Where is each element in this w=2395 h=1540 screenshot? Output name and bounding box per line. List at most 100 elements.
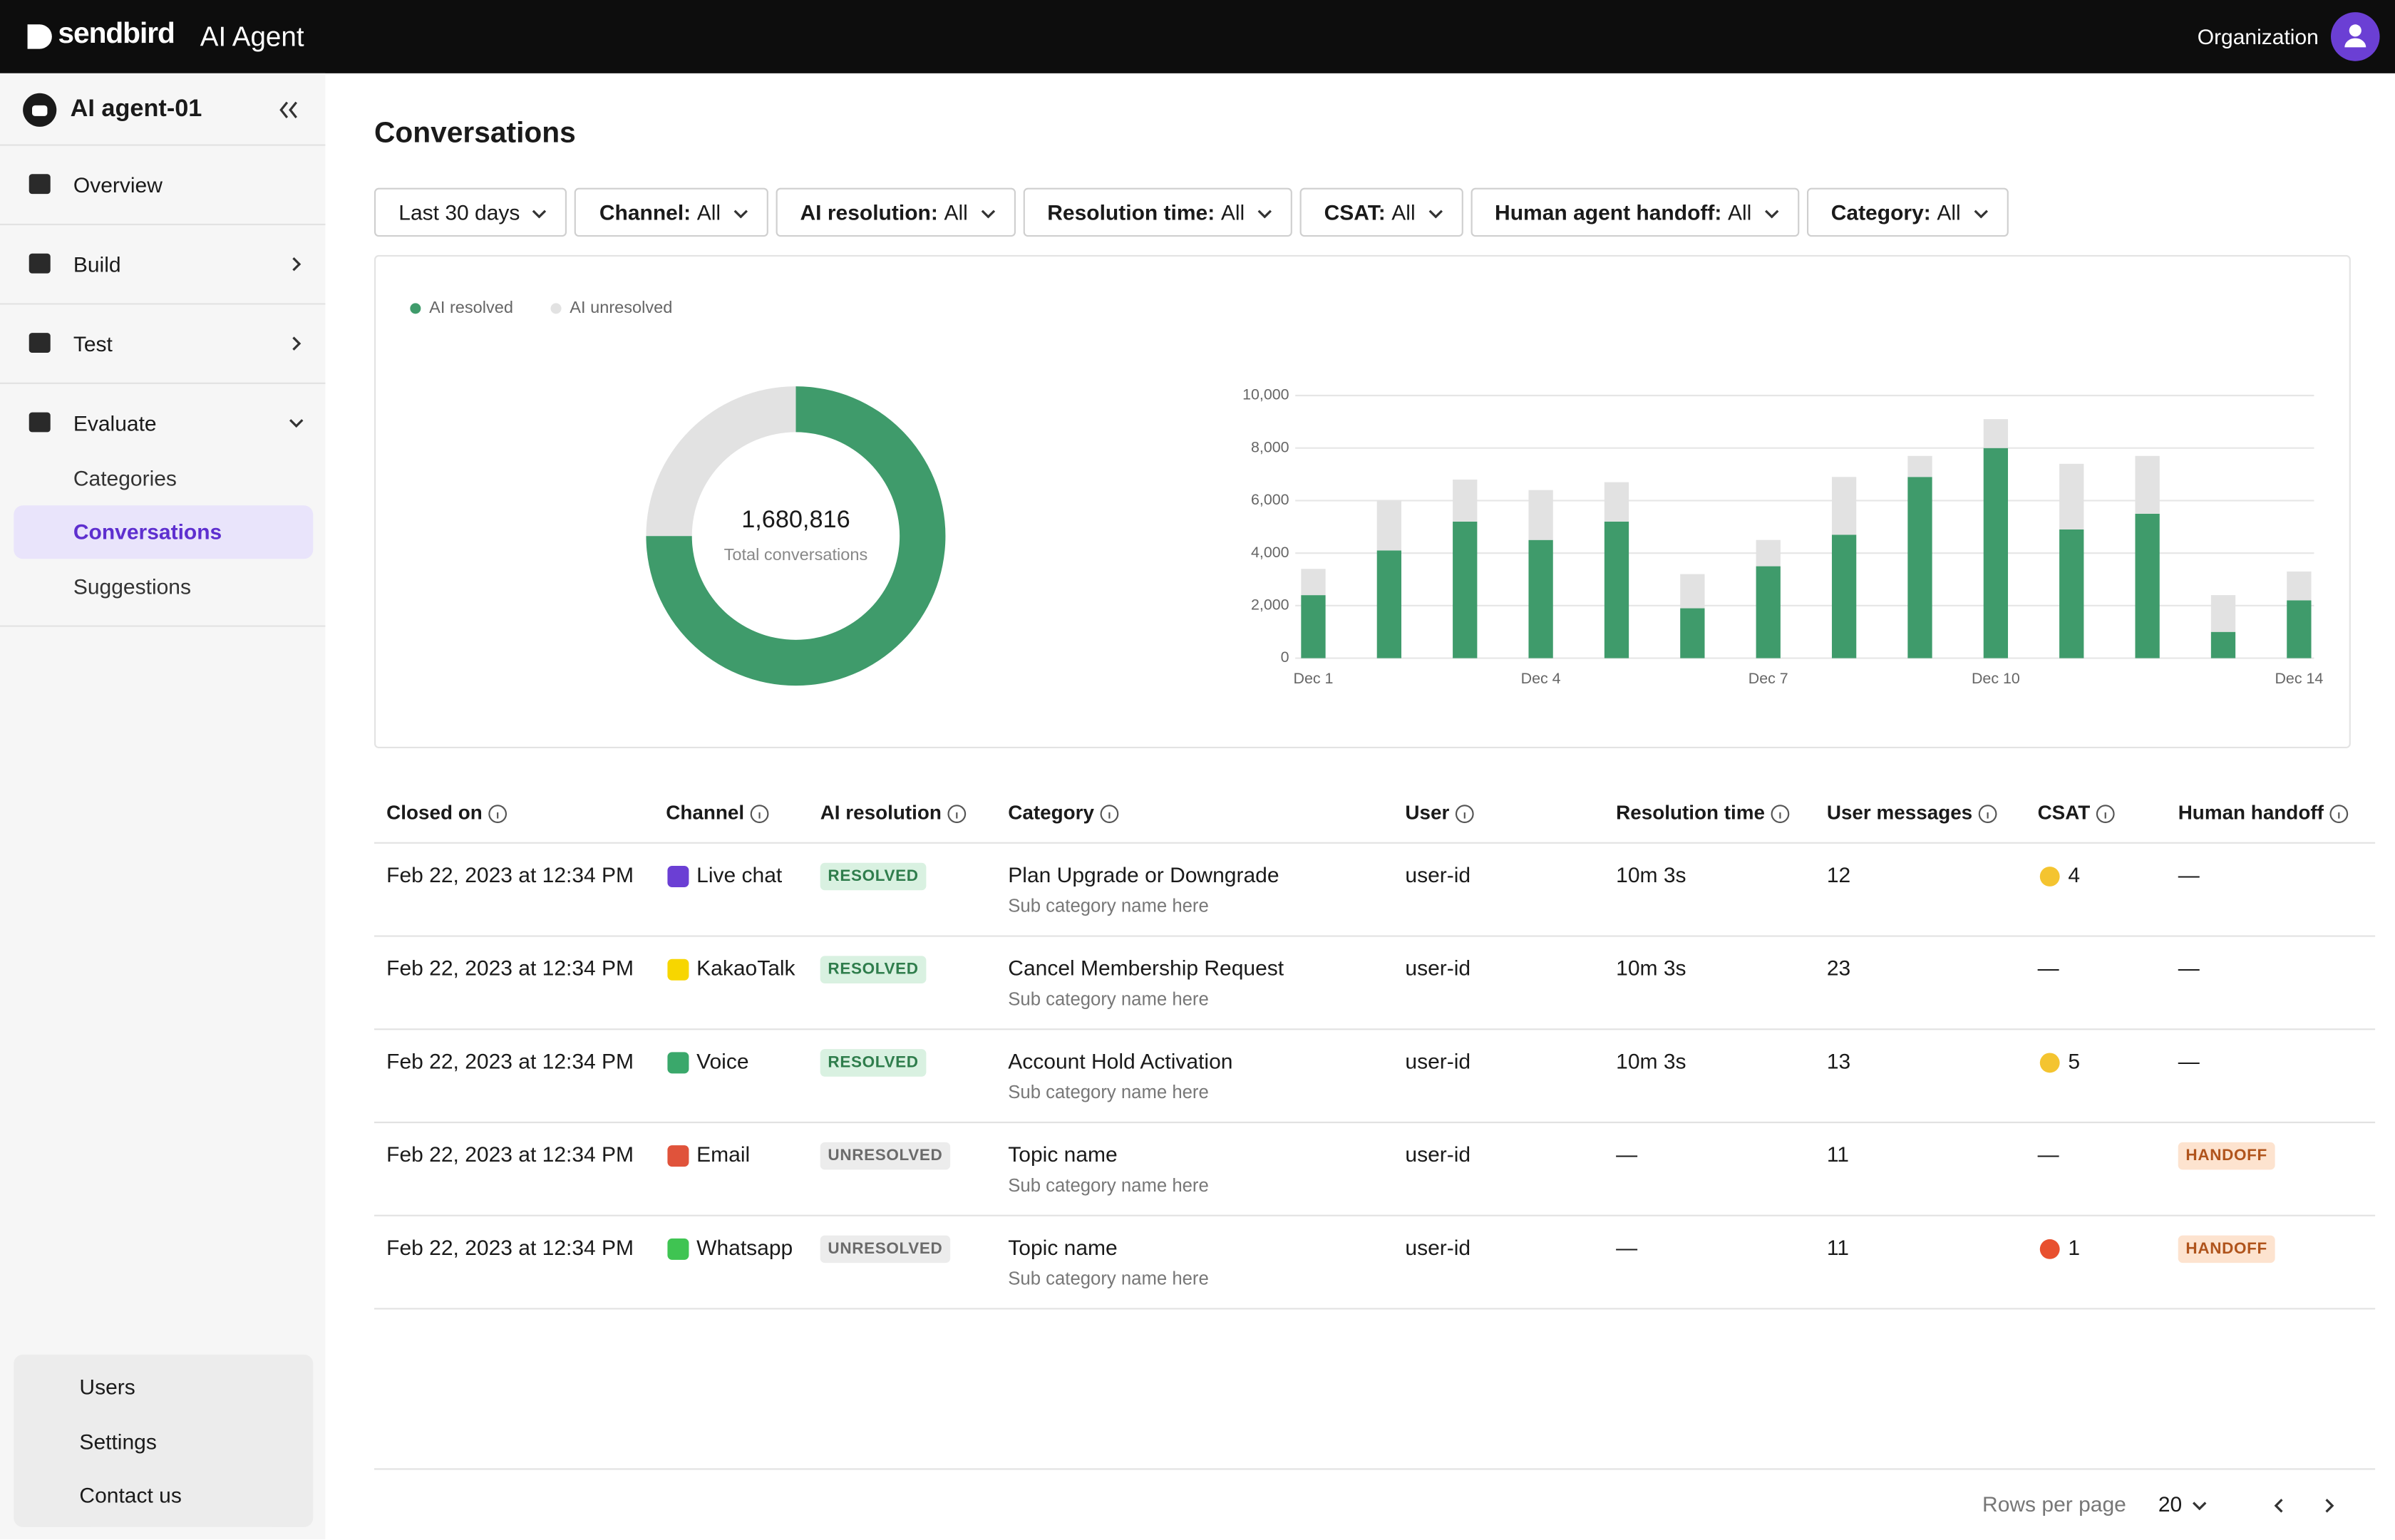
bar-segment: [1756, 539, 1781, 567]
nav-item[interactable]: Evaluate: [73, 410, 157, 435]
column-header: Human handoff: [2178, 802, 2324, 824]
donut-segment: [646, 386, 946, 686]
subcategory: Sub category name here: [1008, 1176, 1208, 1196]
nav-icon: [29, 253, 51, 274]
filter-label: Human agent handoff:: [1495, 200, 1722, 224]
bar-segment: [1983, 419, 2009, 448]
legend-label: AI unresolved: [570, 298, 672, 316]
nav-item[interactable]: Overview: [73, 172, 163, 197]
footer-item[interactable]: Users: [79, 1374, 135, 1399]
user-messages: 11: [1827, 1236, 1849, 1260]
filter-value: All: [1391, 200, 1416, 224]
filter-button[interactable]: Human agent handoff: All: [1470, 187, 1799, 237]
footer-item[interactable]: Contact us: [79, 1482, 182, 1507]
csat-score: 4: [2068, 864, 2080, 887]
column-header: User messages: [1827, 802, 1972, 824]
chevron-icon: [532, 210, 547, 219]
subnav-item[interactable]: Suggestions: [73, 574, 191, 599]
filter-button[interactable]: Category: All: [1806, 187, 2009, 237]
chevron-path: [980, 210, 995, 219]
page-title: Conversations: [374, 118, 576, 150]
sidebar-footer: [14, 1354, 314, 1527]
chart-card: [374, 254, 2351, 748]
channel-name: Voice: [696, 1050, 748, 1073]
y-tick-label: 4,000: [1251, 544, 1289, 561]
handoff: —: [2178, 957, 2200, 981]
filter-label: AI resolution:: [800, 200, 938, 224]
badge: UNRESOLVED: [828, 1146, 942, 1164]
nav-icon: [29, 333, 51, 353]
csat: —: [2038, 1143, 2059, 1167]
y-tick-label: 10,000: [1242, 386, 1289, 403]
filter-button[interactable]: Last 30 days: [374, 187, 567, 237]
agent-name[interactable]: AI agent-01: [70, 96, 202, 123]
donut-total: 1,680,816: [741, 506, 850, 533]
chevron-icon: [1973, 210, 1988, 219]
chevron-icon: [733, 210, 748, 219]
y-tick-label: 0: [1281, 648, 1289, 666]
nav-item[interactable]: Test: [73, 331, 113, 356]
user: user-id: [1405, 1050, 1471, 1073]
y-tick-label: 6,000: [1251, 491, 1289, 508]
badge: UNRESOLVED: [828, 1239, 942, 1257]
bar-segment: [1453, 521, 1478, 658]
chevron-path: [532, 210, 547, 219]
filter-value: All: [1220, 200, 1245, 224]
subnav-item[interactable]: Conversations: [73, 519, 222, 544]
badge-bg: [820, 956, 927, 983]
filter-button[interactable]: CSAT: All: [1299, 187, 1463, 237]
user: user-id: [1405, 1236, 1471, 1260]
category: Cancel Membership Request: [1008, 957, 1284, 981]
csat-face: [2039, 867, 2060, 887]
bar-segment: [1907, 477, 1932, 658]
x-tick-label: Dec 7: [1748, 670, 1788, 687]
resolution-time: —: [1616, 1236, 1637, 1260]
x-tick-label: Dec 14: [2275, 670, 2323, 687]
column-header: AI resolution: [820, 802, 942, 824]
bar-segment: [1983, 448, 2009, 658]
bar-segment: [2287, 600, 2312, 658]
bar-segment: [2135, 455, 2160, 514]
filter-button[interactable]: AI resolution: All: [776, 187, 1016, 237]
footer-item[interactable]: Settings: [79, 1429, 157, 1454]
info-icon: [488, 805, 508, 823]
bar-segment: [1831, 477, 1857, 535]
chevron-icon: [2325, 1499, 2334, 1513]
badge-bg: [820, 862, 927, 891]
user-messages: 11: [1827, 1143, 1849, 1167]
chevron-path: [1764, 210, 1778, 219]
chevron-path: [733, 210, 748, 219]
x-tick-label: Dec 1: [1294, 670, 1334, 687]
filter-button[interactable]: Resolution time: All: [1022, 187, 1292, 237]
bar-segment: [1301, 595, 1326, 658]
bar-segment: [1680, 608, 1705, 658]
info-icon: [1100, 805, 1119, 823]
user-messages: 12: [1827, 864, 1850, 887]
user: user-id: [1405, 1143, 1471, 1167]
chevron-path: [1973, 210, 1988, 219]
user: user-id: [1405, 957, 1471, 981]
filter-button[interactable]: Channel: All: [575, 187, 768, 237]
filter-bar: Last 30 days Channel: All AI resolution: All…: [374, 187, 2009, 237]
info-icon: [947, 805, 967, 823]
org[interactable]: Organization: [2197, 24, 2319, 49]
filter-label: Last 30 days: [398, 200, 520, 224]
nav-item[interactable]: Build: [73, 252, 121, 277]
donut-caption: Total conversations: [724, 545, 868, 564]
info-icon: [750, 805, 769, 823]
chevron-icon: [980, 210, 995, 219]
y-tick-label: 8,000: [1251, 438, 1289, 455]
chevron-icon: [1428, 210, 1443, 219]
subcategory: Sub category name here: [1008, 989, 1208, 1009]
bar-segment: [1528, 490, 1553, 540]
channel-icon: [667, 866, 689, 887]
subnav-item[interactable]: Categories: [73, 465, 177, 490]
user-messages: 23: [1827, 957, 1850, 981]
filter-label: Channel:: [599, 200, 691, 224]
bar-segment: [1376, 550, 1401, 658]
badge-bg: [2178, 1142, 2275, 1170]
bar-segment: [1604, 482, 1629, 522]
avatar-icon: [2349, 24, 2361, 37]
category: Plan Upgrade or Downgrade: [1008, 864, 1279, 887]
